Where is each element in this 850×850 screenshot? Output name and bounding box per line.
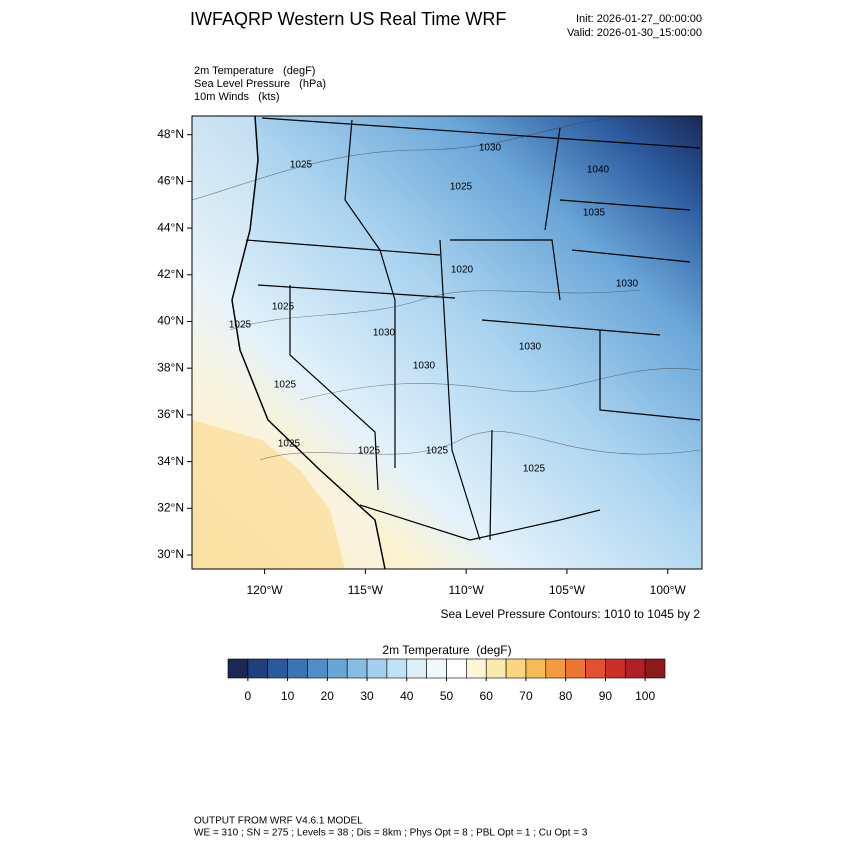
colorbar-tick-label: 50 [440, 689, 454, 703]
y-tick-label: 44°N [157, 220, 184, 234]
colorbar-tick-label: 100 [635, 689, 655, 703]
colorbar-box [307, 658, 328, 679]
colorbar-box [525, 658, 547, 679]
colorbar-box [426, 658, 447, 679]
colorbar-box [605, 658, 626, 679]
contour-label: 1025 [523, 464, 546, 475]
colorbar-box [585, 658, 606, 679]
colorbar-box [485, 658, 507, 679]
colorbar-box [446, 658, 467, 679]
pressure-contours [192, 117, 701, 461]
colorbar-tick-label: 30 [360, 689, 374, 703]
colorbar-tick-label: 0 [245, 689, 252, 703]
colorbar-box [247, 658, 269, 679]
y-tick-label: 38°N [157, 360, 184, 374]
colorbar-box [545, 658, 566, 679]
contour-label: 1025 [358, 446, 381, 457]
colorbar-box [406, 658, 427, 679]
y-tick-label: 40°N [157, 314, 184, 328]
y-tick-label: 46°N [157, 174, 184, 188]
warm-area [192, 420, 345, 569]
field-label: Sea Level Pressure (hPa) [194, 78, 326, 90]
contour-label: 1025 [278, 439, 301, 450]
state-borders [245, 117, 701, 541]
colorbar-tick-label: 20 [321, 689, 335, 703]
colorbar-tick-label: 60 [480, 689, 494, 703]
valid-time: Valid: 2026-01-30_15:00:00 [567, 27, 702, 39]
colorbar-box [505, 658, 527, 679]
x-tick-label: 105°W [549, 583, 586, 597]
colorbar-box [366, 658, 388, 679]
y-tick-label: 48°N [157, 127, 184, 141]
x-tick-label: 115°W [348, 583, 384, 597]
contour-label: 1030 [479, 143, 502, 154]
colorbar-box [565, 658, 586, 679]
coastline [231, 116, 386, 569]
colorbar-box [227, 658, 249, 679]
colorbar-box [624, 658, 646, 679]
colorbar-box [287, 658, 308, 679]
colorbar-title: 2m Temperature (degF) [382, 643, 511, 657]
contour-label: 1035 [583, 208, 606, 219]
colorbar-box [327, 658, 348, 679]
contour-label: 1025 [450, 182, 473, 193]
y-tick-label: 32°N [157, 500, 184, 514]
colorbar-tick-label: 10 [281, 689, 295, 703]
x-tick-label: 110°W [449, 583, 485, 597]
title: IWFAQRP Western US Real Time WRF [190, 9, 506, 29]
contour-label: 1030 [413, 361, 436, 372]
x-tick-label: 100°W [650, 583, 687, 597]
colorbar-box [644, 658, 666, 679]
contour-label: 1025 [229, 320, 252, 331]
colorbar-tick-label: 70 [519, 689, 533, 703]
y-tick-label: 30°N [157, 547, 184, 561]
y-tick-label: 36°N [157, 407, 184, 421]
colorbar-box [466, 658, 487, 679]
contour-label: 1030 [519, 342, 542, 353]
contour-label: 1025 [426, 446, 449, 457]
colorbar-box [386, 658, 408, 679]
map-frame [191, 115, 703, 570]
contour-label: 1030 [616, 279, 639, 290]
contour-label: 1040 [587, 165, 610, 176]
map-field [192, 116, 702, 569]
colorbar-box [267, 658, 288, 679]
y-tick-label: 42°N [157, 267, 184, 281]
colorbar-tick-label: 90 [599, 689, 613, 703]
contour-label: 1025 [272, 302, 295, 313]
colorbar-tick-label: 80 [559, 689, 573, 703]
x-tick-label: 120°W [246, 583, 283, 597]
colorbar-box [346, 658, 368, 679]
field-label: 2m Temperature (degF) [194, 65, 315, 77]
footer-line: OUTPUT FROM WRF V4.6.1 MODEL [194, 816, 363, 827]
footer-line: WE = 310 ; SN = 275 ; Levels = 38 ; Dis … [194, 828, 588, 839]
contour-label: 1025 [274, 380, 297, 391]
contour-label: 1020 [451, 265, 474, 276]
contour-note: Sea Level Pressure Contours: 1010 to 104… [441, 607, 701, 621]
field-label: 10m Winds (kts) [194, 91, 280, 103]
contour-label: 1025 [290, 160, 313, 171]
init-time: Init: 2026-01-27_00:00:00 [576, 13, 702, 25]
y-tick-label: 34°N [157, 454, 184, 468]
contour-label: 1030 [373, 328, 396, 339]
colorbar-tick-label: 40 [400, 689, 414, 703]
